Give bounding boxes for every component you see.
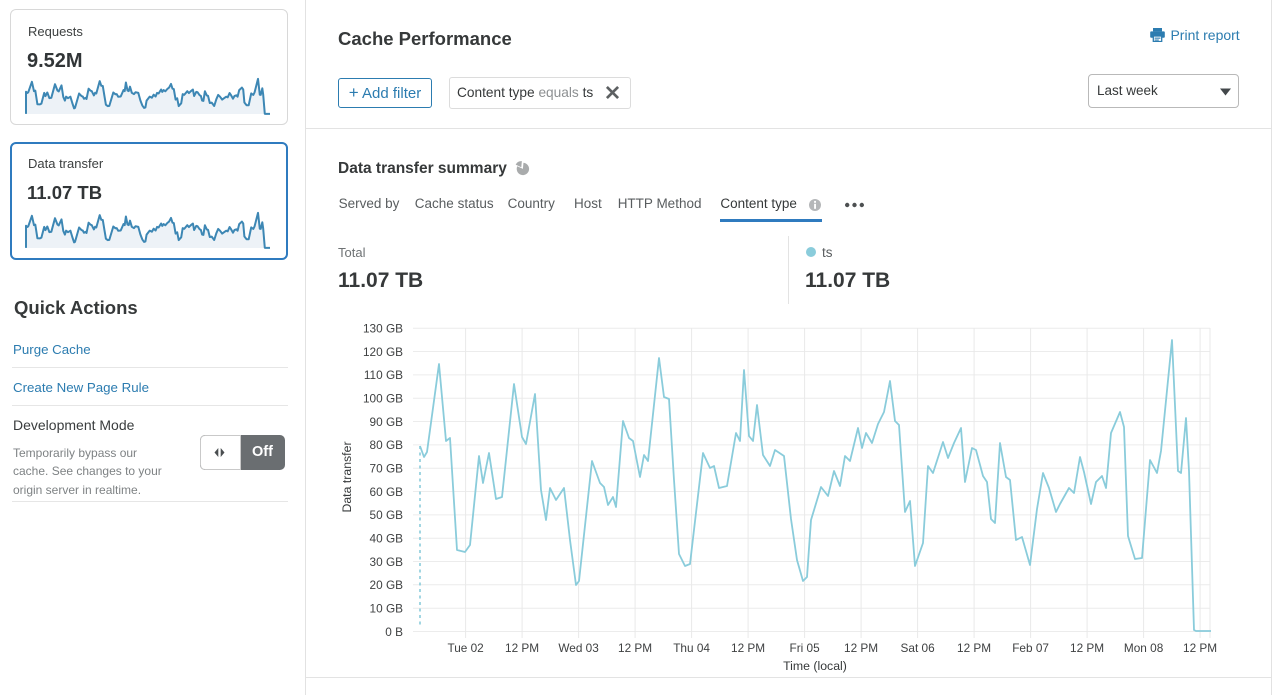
svg-text:12 PM: 12 PM (844, 641, 878, 655)
svg-text:90 GB: 90 GB (370, 415, 404, 429)
svg-text:40 GB: 40 GB (370, 532, 404, 546)
svg-text:110 GB: 110 GB (364, 368, 403, 382)
svg-text:120 GB: 120 GB (363, 345, 403, 359)
svg-text:Sat 06: Sat 06 (901, 641, 936, 655)
svg-text:0 B: 0 B (385, 625, 403, 639)
svg-text:Thu 04: Thu 04 (673, 641, 710, 655)
svg-text:12 PM: 12 PM (1183, 641, 1217, 655)
svg-text:130 GB: 130 GB (363, 322, 403, 336)
svg-text:50 GB: 50 GB (370, 508, 404, 522)
svg-text:20 GB: 20 GB (370, 578, 404, 592)
svg-text:Tue 02: Tue 02 (447, 641, 483, 655)
svg-text:12 PM: 12 PM (731, 641, 765, 655)
svg-text:80 GB: 80 GB (370, 438, 404, 452)
svg-text:Fri 05: Fri 05 (790, 641, 821, 655)
svg-text:Feb 07: Feb 07 (1012, 641, 1049, 655)
svg-text:30 GB: 30 GB (370, 555, 404, 569)
svg-text:100 GB: 100 GB (363, 392, 403, 406)
svg-text:12 PM: 12 PM (1070, 641, 1104, 655)
svg-text:70 GB: 70 GB (370, 462, 404, 476)
svg-text:12 PM: 12 PM (505, 641, 539, 655)
svg-text:10 GB: 10 GB (370, 602, 404, 616)
svg-text:12 PM: 12 PM (957, 641, 991, 655)
svg-text:Wed 03: Wed 03 (558, 641, 599, 655)
svg-text:Data transfer: Data transfer (340, 441, 354, 512)
svg-text:12 PM: 12 PM (618, 641, 652, 655)
svg-text:Time (local): Time (local) (783, 659, 847, 673)
svg-text:60 GB: 60 GB (370, 485, 404, 499)
svg-text:Mon 08: Mon 08 (1124, 641, 1164, 655)
